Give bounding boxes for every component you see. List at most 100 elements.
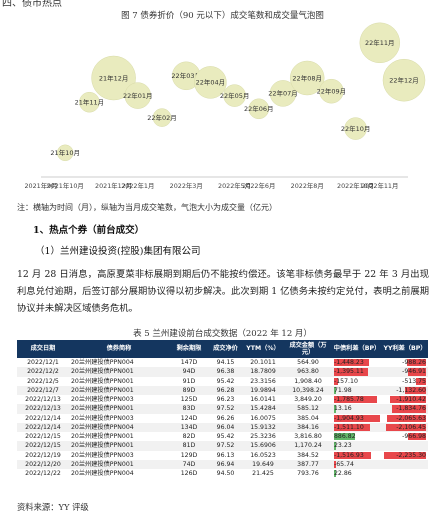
bubble-2022-02 <box>152 108 172 127</box>
section-heading-hot-bonds: 1、热点个券（前台成交） <box>33 225 145 236</box>
x-tick-label: 2021年12月 <box>95 181 132 190</box>
figure-7-title: 图 7 债券折价（90 元以下）成交笔数和成交量气泡图 <box>121 11 324 21</box>
bubble-2022-11 <box>359 22 401 64</box>
negative-spread-bar <box>407 359 426 367</box>
bubble-label: 22年09月 <box>317 87 347 96</box>
bubble-2022-08 <box>289 60 325 96</box>
bubble-label: 22年12月 <box>389 76 419 85</box>
table-cell: 147D <box>180 359 198 367</box>
negative-spread-bar <box>407 433 426 441</box>
bubble-label: 22年11月 <box>365 38 395 47</box>
table-cell: 384.16 <box>284 422 332 432</box>
table-cell: 20兰州建投债PPN001 <box>71 433 134 441</box>
table-cell: -1,785.78 <box>332 395 382 404</box>
table-cell: 1,908.40 <box>294 377 322 385</box>
table-row: 2022/12/13 20兰州建投债PPN001 83D 97.52 15.4284 58… <box>17 404 428 414</box>
bubble-series: 21年10月21年11月21年12月22年01月22年02月22年03月22年0… <box>50 22 426 162</box>
table-cell: 23.3156 <box>250 377 276 385</box>
column-header: YTM（%） <box>242 340 284 358</box>
table-cell: -1,132.60 <box>382 385 428 395</box>
table-cell: 1,170.24 <box>284 441 332 451</box>
table-cell: 2022/12/14 <box>25 414 61 422</box>
table-cell: 3,849.20 <box>294 396 322 404</box>
spread-value: -2,065.63 <box>396 414 426 422</box>
table-cell: -65.74 <box>332 459 382 469</box>
spread-value: -988.26 <box>402 359 426 367</box>
table-cell: -2,065.63 <box>382 414 428 423</box>
table-cell <box>382 469 428 478</box>
table-cell: 387.77 <box>284 459 332 469</box>
negative-spread-bar <box>408 368 426 376</box>
bubble-2022-06 <box>248 98 270 120</box>
bubble-label: 22年05月 <box>220 91 250 100</box>
positive-spread-bar <box>334 433 356 441</box>
column-header: 中债利差（BP） <box>332 340 382 358</box>
table-cell: 20兰州建投债PPN003 <box>71 414 134 422</box>
table-row: 2022/12/1 20兰州建投债PPN004 147D 94.15 20.1011 56… <box>17 358 428 367</box>
table-cell <box>382 441 428 451</box>
data-source: 资料来源：YY 评级 <box>17 502 89 512</box>
table-cell: 96.13 <box>216 451 235 459</box>
negative-spread-bar <box>387 414 426 422</box>
spread-value: -1,395.11 <box>334 368 364 376</box>
table-cell: 963.80 <box>284 367 332 377</box>
x-tick-label: 2022年1月 <box>121 181 154 190</box>
table-cell: 21.425 <box>252 470 274 478</box>
positive-spread-bar <box>334 470 336 478</box>
table-cell: 2022/12/13 <box>25 396 61 404</box>
table-cell: 19.649 <box>242 459 284 469</box>
table-cell: 2022/12/22 <box>25 470 61 478</box>
negative-spread-bar <box>334 460 336 468</box>
table-cell: 384.52 <box>297 451 319 459</box>
column-header: 成交日期 <box>17 340 69 358</box>
table-cell: 20兰州建投债PPN001 <box>69 367 169 377</box>
table-cell: 20兰州建投债PPN001 <box>69 404 169 414</box>
table-cell: 23.23 <box>332 441 382 451</box>
spread-value: 13.16 <box>334 405 352 413</box>
bubble-label: 22年06月 <box>244 104 274 113</box>
spread-value: -1,910.42 <box>396 396 426 404</box>
x-tick-label: 2022年3月 <box>170 181 203 190</box>
table-cell: 18.7809 <box>242 367 284 377</box>
table-cell: -946.91 <box>382 367 428 377</box>
table-cell: 124D <box>180 414 198 422</box>
table-cell: 10,398.24 <box>284 385 332 395</box>
negative-spread-bar <box>384 451 426 459</box>
spread-value: -1,448.23 <box>334 359 364 367</box>
table-row: 2022/12/2 20兰州建投债PPN001 94D 96.38 18.7809 963… <box>17 367 428 377</box>
x-tick-label: 2021年10月 <box>47 181 84 190</box>
x-tick-label: 2022年6月 <box>242 181 275 190</box>
negative-spread-bar <box>334 359 369 367</box>
table-cell: 129D <box>180 451 198 459</box>
spread-value: -946.91 <box>402 368 426 376</box>
table-cell: 2022/12/19 <box>25 451 61 459</box>
table-cell: 20兰州建投债PPN003 <box>71 451 134 459</box>
trade-data-table: 成交日期 债券简称 剩余期限 成交净价 YTM（%） 成交金额（万元） 中债利差（BP） YY… <box>17 340 428 478</box>
column-header: 成交净价 <box>209 340 242 358</box>
table-cell: 2022/12/5 <box>27 377 59 385</box>
bubble-2022-09 <box>319 78 344 104</box>
table-row: 2022/12/5 20兰州建投债PPN001 91D 95.42 23.3156 1,9… <box>17 377 428 386</box>
spread-value: 23.23 <box>334 442 352 450</box>
table-cell <box>382 459 428 469</box>
table-cell: 25.3236 <box>250 433 276 441</box>
table-cell: 16.0523 <box>250 451 276 459</box>
table-row: 2022/12/14 20兰州建投债PPN004 134D 96.04 15.9132 3… <box>17 422 428 432</box>
table-cell: 2022/12/15 <box>17 441 69 451</box>
table-cell: 585.12 <box>284 404 332 414</box>
table-cell: 97.52 <box>209 441 242 451</box>
negative-spread-bar <box>386 423 426 431</box>
table-cell: 564.90 <box>297 359 319 367</box>
table-cell: 886.82 <box>332 432 382 441</box>
company-subheading: （1）兰州建设投资(控股)集团有限公司 <box>35 246 201 257</box>
table-cell: 793.76 <box>297 470 319 478</box>
spread-value: -966.98 <box>402 433 426 441</box>
bubble-label: 22年01月 <box>123 91 153 100</box>
bubble-2021-11 <box>79 91 100 113</box>
negative-spread-bar <box>334 396 378 404</box>
spread-value: -2,106.45 <box>396 423 426 431</box>
table-cell: -1,910.42 <box>382 395 428 404</box>
table-cell: 2022/12/15 <box>25 433 61 441</box>
bubble-2021-12 <box>91 55 136 101</box>
bubble-label: 22年07月 <box>268 89 298 98</box>
